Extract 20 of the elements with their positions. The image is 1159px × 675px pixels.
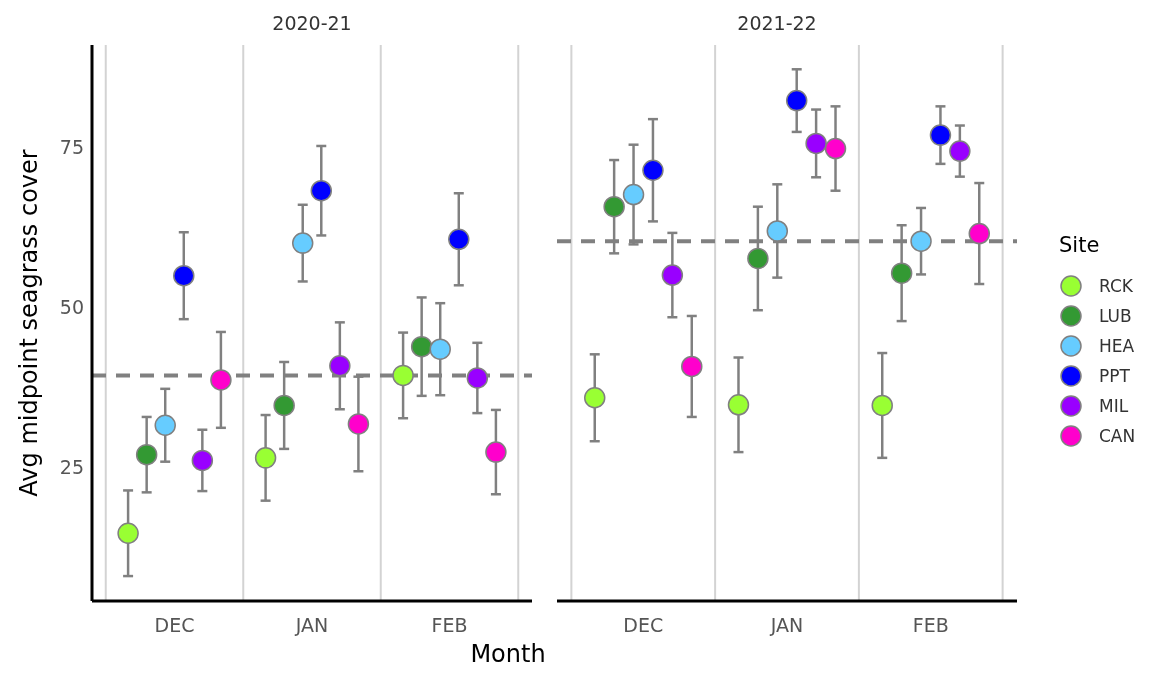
y-axis-title: Avg midpoint seagrass cover (14, 149, 43, 497)
x-axis-title: Month (469, 640, 547, 668)
chart-title: 2020-21 (271, 11, 353, 36)
x-tick-label: JAN (294, 614, 329, 637)
y-tick-label: 50 (59, 295, 84, 318)
legend-label: PPT (1098, 365, 1131, 388)
x-tick-label: DEC (154, 614, 195, 637)
x-tick-label: FEB (912, 614, 949, 637)
legend-label: MIL (1098, 395, 1130, 418)
chart-title: 2021-22 (736, 11, 818, 36)
x-tick-label: JAN (769, 614, 804, 637)
legend-label: HEA (1098, 335, 1136, 358)
legend-label: CAN (1098, 425, 1137, 448)
legend-label: LUB (1098, 305, 1133, 328)
x-tick-label: DEC (623, 614, 664, 637)
legend-label: RCK (1098, 275, 1134, 298)
y-tick-label: 75 (59, 136, 84, 158)
y-tick-label: 25 (59, 455, 84, 478)
legend-title: Site (1059, 233, 1101, 257)
x-tick-label: FEB (431, 614, 468, 637)
